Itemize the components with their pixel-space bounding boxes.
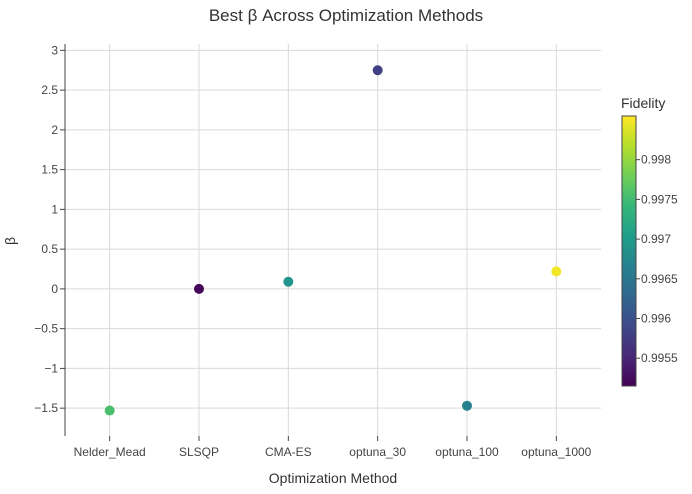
colorbar-tick-label: 0.9975 (641, 192, 678, 206)
data-points (104, 65, 562, 416)
y-tick-label: −0.5 (34, 322, 58, 336)
y-axis-ticks: 3 2.5 2 1.5 1 0.5 0 −0.5 −1 −1.5 (34, 43, 65, 415)
colorbar-gradient (621, 115, 637, 387)
y-tick-label: 3 (51, 43, 58, 57)
y-axis-title: β (2, 237, 18, 245)
x-axis-ticks: Nelder_Mead SLSQP CMA-ES optuna_30 optuna_10… (74, 436, 592, 459)
colorbar-tick-label: 0.9965 (641, 272, 678, 286)
y-tick-label: 1 (51, 202, 58, 216)
y-tick-label: 1.5 (41, 163, 58, 177)
colorbar-tick-label: 0.9955 (641, 351, 678, 365)
x-tick-label: SLSQP (179, 445, 219, 459)
x-tick-label: Nelder_Mead (74, 445, 146, 459)
data-point-optuna_30 (372, 65, 383, 76)
data-point-optuna_100 (462, 400, 472, 411)
data-point-CMA-ES (283, 276, 294, 287)
x-tick-label: optuna_30 (349, 445, 406, 459)
y-tick-label: 2.5 (41, 83, 58, 97)
data-point-SLSQP (194, 283, 204, 294)
y-tick-label: 2 (51, 123, 58, 137)
y-tick-label: −1 (44, 361, 58, 375)
y-tick-label: −1.5 (34, 401, 58, 415)
y-tick-label: 0.5 (41, 242, 58, 256)
x-tick-label: optuna_100 (435, 445, 499, 459)
x-tick-label: CMA-ES (265, 445, 312, 459)
chart-title: Best β Across Optimization Methods (209, 6, 483, 25)
y-tick-label: 0 (51, 282, 58, 296)
colorbar-tick-label: 0.996 (641, 312, 671, 326)
colorbar-title: Fidelity (621, 95, 665, 111)
colorbar-tick-label: 0.998 (641, 153, 671, 167)
x-tick-label: optuna_1000 (521, 445, 591, 459)
gridlines (65, 44, 601, 436)
x-axis-title: Optimization Method (269, 470, 397, 486)
colorbar-ticks: 0.998 0.9975 0.997 0.9965 0.996 0.9955 (636, 153, 678, 365)
colorbar-tick-label: 0.997 (641, 232, 671, 246)
data-point-Nelder_Mead (104, 405, 115, 416)
data-point-optuna_1000 (551, 266, 562, 277)
colorbar: Fidelity 0.9980.99750.9970.99650.9960.99… (621, 95, 678, 387)
